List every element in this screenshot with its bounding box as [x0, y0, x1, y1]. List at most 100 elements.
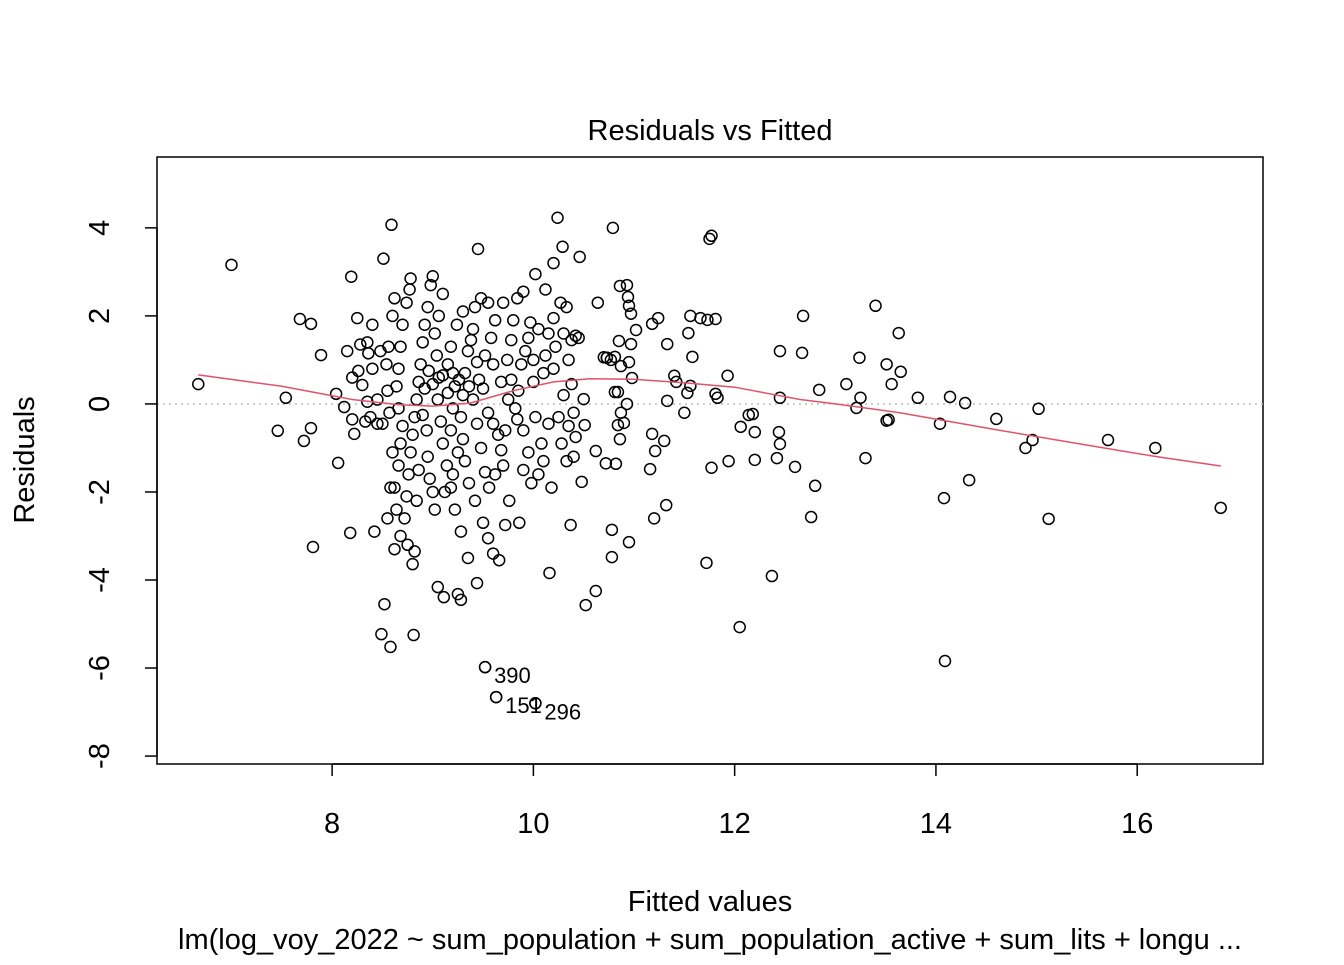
data-point — [555, 437, 568, 450]
data-point — [454, 593, 468, 607]
data-point — [377, 252, 390, 265]
data-point — [446, 366, 460, 380]
data-point — [436, 287, 450, 301]
data-point — [456, 432, 470, 446]
data-point — [461, 344, 475, 358]
data-point — [468, 300, 482, 314]
data-point — [620, 397, 634, 411]
labeled-point — [529, 697, 542, 710]
data-point — [481, 296, 495, 309]
data-point — [470, 417, 484, 430]
data-point — [643, 462, 657, 476]
data-point — [414, 358, 427, 371]
y-tick-label: 0 — [84, 396, 116, 412]
data-point — [808, 479, 822, 493]
data-point — [437, 590, 451, 604]
data-point — [354, 338, 367, 351]
data-point — [624, 307, 638, 320]
data-point — [575, 475, 588, 489]
data-point — [388, 292, 401, 305]
data-point — [622, 355, 636, 369]
data-point — [613, 279, 627, 293]
data-point — [722, 454, 735, 468]
model-formula-subtitle: lm(log_voy_2022 ~ sum_population + sum_p… — [178, 924, 1242, 956]
data-point — [547, 311, 560, 325]
data-point — [496, 459, 510, 472]
data-point — [462, 476, 476, 490]
data-point — [502, 494, 516, 508]
data-point — [421, 300, 434, 314]
data-point — [481, 406, 495, 419]
data-point — [511, 413, 524, 426]
data-point — [398, 512, 411, 525]
data-point — [476, 516, 490, 530]
data-point — [404, 272, 417, 285]
data-point — [733, 620, 746, 634]
data-point — [458, 454, 472, 468]
data-point — [624, 337, 638, 351]
data-point — [647, 512, 661, 525]
data-point — [614, 406, 628, 419]
data-point — [517, 424, 530, 437]
data-point — [456, 388, 470, 402]
data-point — [773, 344, 787, 358]
data-point — [390, 503, 403, 516]
data-point — [572, 331, 585, 345]
data-point — [564, 518, 577, 532]
data-point — [474, 441, 488, 455]
data-point — [547, 362, 560, 375]
data-point — [441, 386, 455, 400]
data-point — [394, 437, 407, 450]
data-point — [597, 351, 611, 364]
data-point — [407, 628, 420, 642]
data-point — [617, 416, 631, 430]
data-point — [388, 481, 401, 494]
data-point — [660, 394, 674, 408]
point-label: 296 — [544, 699, 581, 724]
y-tick-label: -2 — [84, 479, 116, 505]
data-point — [938, 654, 952, 668]
data-point — [498, 424, 512, 437]
data-point — [770, 451, 784, 465]
data-point — [606, 221, 620, 235]
data-point — [406, 428, 419, 441]
data-point — [543, 566, 556, 580]
data-point — [579, 598, 592, 612]
data-point — [486, 358, 500, 371]
data-point — [438, 485, 452, 499]
x-tick-label: 12 — [719, 808, 751, 840]
y-tick-label: -4 — [84, 567, 116, 593]
data-point — [513, 516, 526, 530]
data-point — [410, 494, 423, 508]
data-point — [426, 270, 439, 283]
data-point — [522, 331, 535, 345]
data-point — [384, 481, 397, 494]
data-point — [486, 417, 500, 430]
data-point — [366, 318, 379, 331]
data-point — [386, 309, 399, 323]
data-point — [1019, 441, 1032, 455]
data-point — [403, 283, 416, 296]
data-point — [517, 285, 530, 298]
data-point — [385, 218, 398, 232]
data-point — [392, 362, 405, 375]
data-point — [461, 551, 475, 565]
data-point — [418, 318, 431, 331]
data-point — [511, 292, 524, 305]
data-point — [1101, 433, 1115, 447]
data-point — [430, 349, 444, 362]
data-point — [537, 366, 550, 380]
data-point — [484, 331, 498, 345]
data-point — [456, 305, 470, 318]
data-point — [392, 459, 405, 472]
data-point — [426, 377, 439, 391]
data-point — [532, 468, 545, 481]
data-point — [454, 525, 468, 538]
data-point — [547, 256, 560, 270]
data-point — [573, 250, 586, 264]
data-point — [911, 391, 925, 405]
data-point — [515, 358, 528, 371]
data-point — [504, 333, 518, 347]
data-point — [721, 369, 734, 383]
data-point — [529, 267, 542, 281]
